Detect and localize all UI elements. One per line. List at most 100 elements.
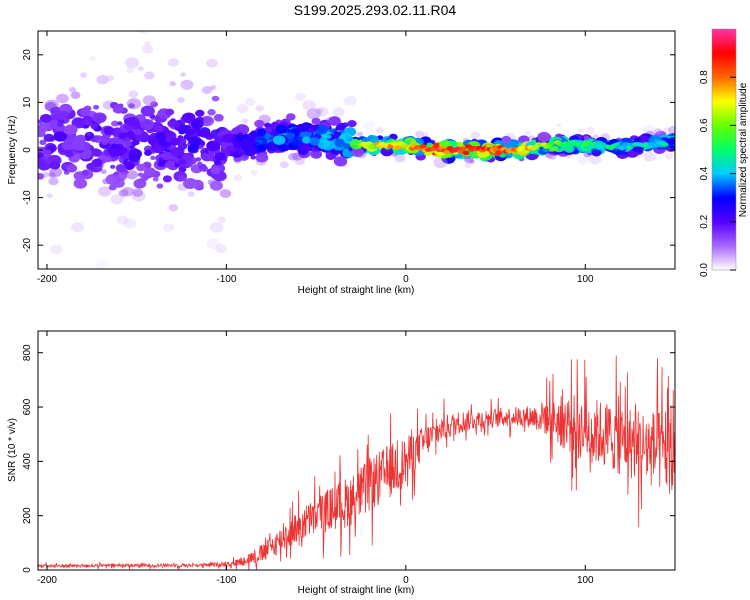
heatmap-cell (302, 100, 316, 111)
heatmap-cell (668, 125, 675, 135)
heatmap-cell (98, 186, 112, 197)
snr-panel: -200 -100 0 100 0 200 400 600 800 Height of stra… (7, 330, 676, 596)
heatmap-cell (264, 126, 272, 133)
heatmap-cell (56, 93, 69, 104)
heatmap-cell (180, 79, 194, 90)
heatmap-cell (586, 127, 595, 134)
heatmap-cell (79, 107, 91, 117)
heatmap-cell (465, 144, 473, 149)
colorbar-tick-label: 0.2 (699, 214, 710, 228)
heatmap-cell (589, 155, 602, 165)
heatmap-cell (53, 131, 68, 142)
heatmap-cell (336, 122, 347, 131)
heatmap-cell (351, 147, 365, 157)
heatmap-cell (363, 121, 375, 131)
heatmap-cell (70, 91, 81, 99)
heatmap-cell (470, 131, 480, 139)
heatmap-cell (177, 174, 187, 182)
heatmap-cell (188, 17, 194, 22)
spectrogram-heatmap (38, 17, 675, 269)
heatmap-cell (117, 121, 123, 126)
heatmap-cell (109, 147, 121, 156)
heatmap-cell (38, 173, 45, 180)
heatmap-cell (347, 120, 357, 128)
heatmap-cell (112, 105, 124, 114)
heatmap-cell (545, 152, 553, 159)
heatmap-cell (668, 125, 675, 135)
y-tick-label: 400 (22, 453, 33, 470)
heatmap-cell (443, 149, 451, 155)
heatmap-cell (556, 123, 562, 128)
heatmap-cell (415, 130, 424, 138)
heatmap-cell (315, 106, 329, 117)
heatmap-cell (316, 108, 323, 114)
heatmap-cell (432, 143, 440, 149)
heatmap-cell (49, 167, 62, 178)
snr-xlabel: Height of straight line (km) (298, 585, 415, 596)
colorbar-ticks: 0.0 0.2 0.4 0.6 0.8 (699, 70, 736, 277)
heatmap-cell (93, 104, 100, 110)
heatmap-cell (71, 117, 86, 129)
heatmap-cell (95, 259, 109, 269)
heatmap-cell (80, 72, 88, 78)
colorbar: 0.0 0.2 0.4 0.6 0.8 Normalized spectral ampl… (699, 28, 749, 277)
heatmap-cell (241, 137, 256, 149)
heatmap-cell (110, 164, 116, 169)
x-tick-label: 100 (577, 274, 594, 285)
heatmap-cell (254, 119, 265, 128)
heatmap-cell (165, 160, 175, 169)
heatmap-cell (144, 41, 152, 47)
heatmap-cell (38, 122, 51, 132)
heatmap-cell (592, 134, 599, 140)
snr-frame (37, 330, 676, 571)
heatmap-cell (207, 179, 216, 186)
heatmap-cell (80, 72, 88, 78)
heatmap-cell (138, 31, 149, 34)
heatmap-cell (332, 107, 345, 117)
heatmap-cell (142, 44, 154, 54)
heatmap-cell (161, 151, 173, 161)
heatmap-cell (470, 131, 480, 139)
heatmap-cell (128, 103, 135, 109)
heatmap-cell (577, 155, 590, 165)
heatmap-cell (132, 188, 144, 197)
heatmap-cell (556, 123, 562, 128)
heatmap-cell (136, 163, 146, 172)
heatmap-cell (82, 115, 93, 124)
chart-title: S199.2025.293.02.11.R04 (293, 2, 457, 18)
heatmap-cell (71, 222, 84, 233)
heatmap-cell (126, 67, 135, 74)
heatmap-cell (206, 58, 218, 68)
heatmap-cell (577, 128, 584, 133)
heatmap-cell (125, 57, 140, 69)
heatmap-cell (664, 152, 674, 160)
heatmap-cell (142, 95, 156, 106)
heatmap-cell (137, 172, 144, 177)
heatmap-cell (301, 136, 312, 144)
heatmap-cell (551, 145, 559, 151)
heatmap-cell (118, 189, 129, 197)
heatmap-cell (210, 85, 217, 90)
heatmap-cell (170, 118, 176, 123)
heatmap-cell (462, 150, 470, 156)
heatmap-cell (310, 124, 319, 131)
heatmap-cell (125, 170, 138, 180)
x-tick-label: 0 (403, 575, 409, 586)
heatmap-cell (183, 134, 190, 140)
heatmap-cell (43, 133, 55, 142)
heatmap-cell (188, 136, 202, 147)
heatmap-cell (170, 147, 184, 158)
snr-ticks: -200 -100 0 100 0 200 400 600 800 (22, 331, 675, 586)
heatmap-cell (295, 92, 306, 101)
heatmap-cell (56, 93, 69, 104)
heatmap-cell (310, 149, 323, 159)
heatmap-cell (195, 157, 202, 162)
heatmap-cell (586, 127, 595, 134)
heatmap-cell (144, 71, 155, 80)
heatmap-cell (215, 244, 227, 254)
heatmap-cell (222, 133, 236, 143)
heatmap-cell (334, 131, 341, 137)
heatmap-cell (589, 155, 602, 165)
heatmap-cell (126, 116, 140, 127)
